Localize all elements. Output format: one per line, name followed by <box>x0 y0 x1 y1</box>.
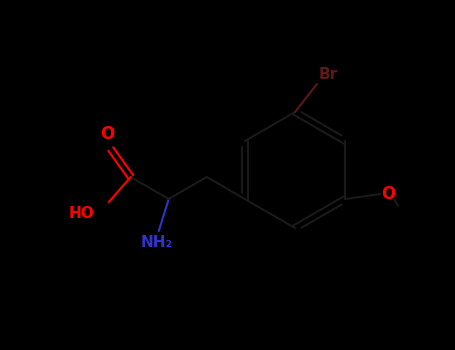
Text: O: O <box>381 185 395 203</box>
Text: NH₂: NH₂ <box>141 235 173 250</box>
Text: Br: Br <box>319 67 338 82</box>
Text: O: O <box>100 125 114 143</box>
Text: HO: HO <box>69 206 95 221</box>
